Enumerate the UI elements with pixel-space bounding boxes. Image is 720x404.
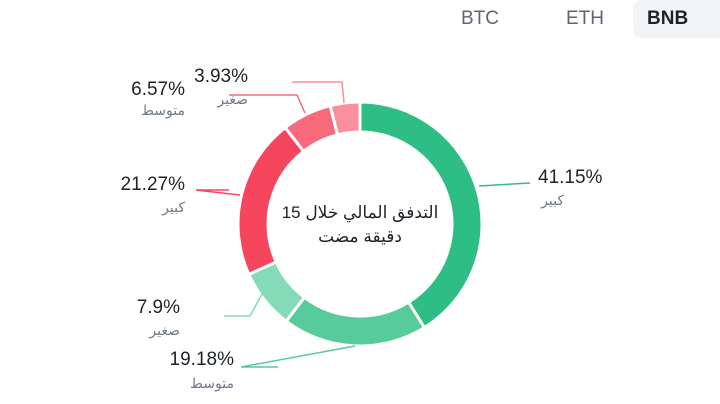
donut-slice[interactable] [358,100,484,330]
slice-category-label: صغير [216,91,248,108]
leader-line [224,293,263,317]
slice-value-label: 19.18% [170,349,235,370]
slice-value-label: 7.9% [137,297,180,318]
tab-bnb[interactable]: BNB [633,0,720,38]
coin-tabs: BTC ETH BNB [440,0,720,40]
leader-line [292,81,345,104]
leader-lines [195,81,531,368]
slice-value-label: 6.57% [131,79,185,100]
slice-labels: 41.15% كبير 19.18% متوسط 7.9% صغير 21.27% كبير 6… [121,66,603,392]
center-title-line-1: التدفق المالي خلال 15 [282,203,439,223]
tab-eth[interactable]: ETH [566,8,604,29]
slice-category-label: كبير [540,192,564,209]
center-title-line-2: دقيقة مضت [318,227,402,246]
slice-value-label: 3.93% [194,66,248,87]
leader-line [195,189,241,196]
donut-slice[interactable] [236,125,306,277]
slice-category-label: كبير [161,199,185,216]
tab-btc[interactable]: BTC [461,8,499,29]
slice-category-label: صغير [148,322,180,339]
leader-line [229,94,306,114]
donut-slice[interactable] [328,100,362,137]
slice-value-label: 41.15% [538,167,603,188]
leader-line [240,345,356,368]
slice-value-label: 21.27% [121,174,186,195]
slice-category-label: متوسط [190,375,234,392]
leader-line [478,182,531,187]
donut-slice[interactable] [284,295,427,348]
donut-slices [236,100,484,348]
slice-category-label: متوسط [141,102,185,119]
